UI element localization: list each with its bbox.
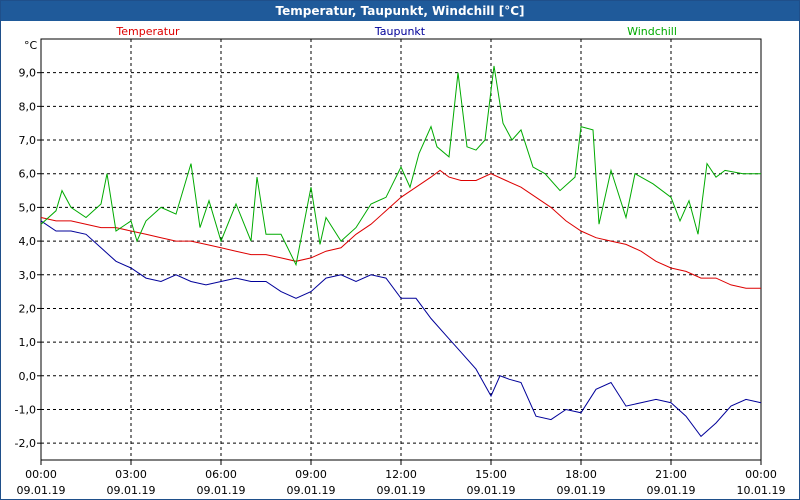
y-tick-label: -1,0 bbox=[15, 403, 36, 416]
series-line-temperatur bbox=[40, 169, 761, 289]
y-tick-label: 4,0 bbox=[19, 235, 37, 248]
x-tick-time: 15:00 bbox=[475, 468, 507, 481]
y-tick-label: 0,0 bbox=[19, 370, 37, 383]
grid bbox=[41, 39, 761, 460]
y-tick-label: 9,0 bbox=[19, 67, 37, 80]
y-tick-label: 5,0 bbox=[19, 201, 37, 214]
x-tick-time: 00:00 bbox=[25, 468, 57, 481]
series-line-taupunkt bbox=[40, 220, 762, 438]
x-tick-time: 12:00 bbox=[385, 468, 417, 481]
x-axis-ticks: 00:00 09.01.19 03:00 09.01.19 06:00 09.01.19 0… bbox=[17, 460, 786, 497]
y-tick-label: -2,0 bbox=[15, 437, 36, 450]
x-tick-date: 09.01.19 bbox=[287, 484, 336, 497]
x-tick-date: 09.01.19 bbox=[107, 484, 156, 497]
x-tick-date: 09.01.19 bbox=[377, 484, 426, 497]
legend-temperatur: Temperatur bbox=[115, 25, 180, 38]
y-tick-label: 2,0 bbox=[19, 302, 37, 315]
x-tick-date: 09.01.19 bbox=[17, 484, 66, 497]
y-axis-ticks: 9,0 8,0 7,0 6,0 5,0 4,0 3,0 2,0 1,0 0,0 -1,0 -2,0 bbox=[15, 67, 41, 450]
x-tick-time: 21:00 bbox=[655, 468, 687, 481]
series-line-windchill bbox=[40, 65, 761, 267]
y-axis-label: °C bbox=[24, 39, 38, 52]
series-lines bbox=[40, 65, 762, 438]
x-tick-date: 09.01.19 bbox=[467, 484, 516, 497]
y-tick-label: 3,0 bbox=[19, 269, 37, 282]
x-tick-time: 00:00 bbox=[745, 468, 777, 481]
window-title: Temperatur, Taupunkt, Windchill [°C] bbox=[1, 1, 799, 21]
x-tick-time: 03:00 bbox=[115, 468, 147, 481]
x-tick-date: 09.01.19 bbox=[197, 484, 246, 497]
x-tick-date: 09.01.19 bbox=[557, 484, 606, 497]
x-tick-date: 10.01.19 bbox=[737, 484, 786, 497]
x-tick-date: 09.01.19 bbox=[647, 484, 696, 497]
legend-windchill: Windchill bbox=[627, 25, 677, 38]
x-tick-time: 06:00 bbox=[205, 468, 237, 481]
x-tick-time: 18:00 bbox=[565, 468, 597, 481]
legend-taupunkt: Taupunkt bbox=[374, 25, 426, 38]
y-tick-label: 7,0 bbox=[19, 134, 37, 147]
y-tick-label: 6,0 bbox=[19, 168, 37, 181]
y-tick-label: 8,0 bbox=[19, 100, 37, 113]
x-tick-time: 09:00 bbox=[295, 468, 327, 481]
y-tick-label: 1,0 bbox=[19, 336, 37, 349]
